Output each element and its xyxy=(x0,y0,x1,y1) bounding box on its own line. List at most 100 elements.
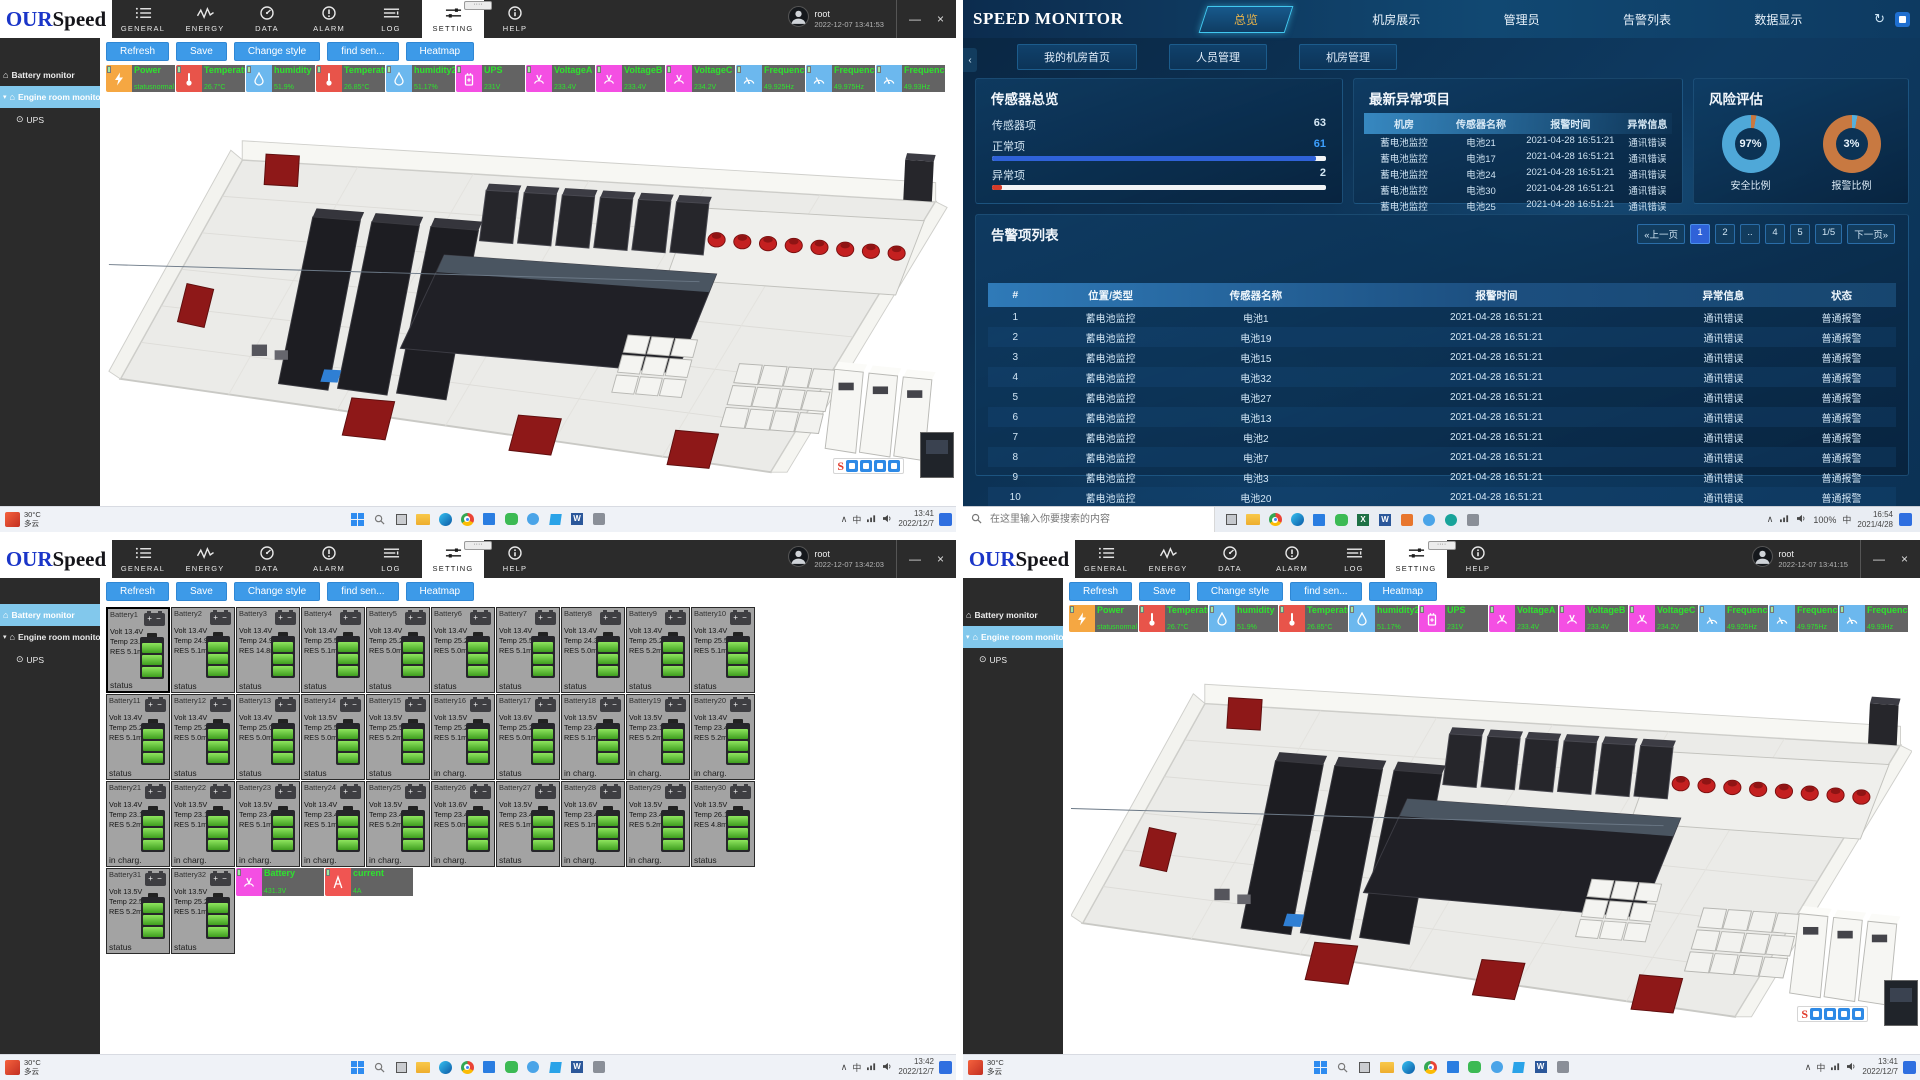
window-dock-handle[interactable]: ···· xyxy=(1427,541,1456,550)
tab-alarm[interactable]: ALARM xyxy=(298,540,360,578)
battery-tile-battery11[interactable]: Battery11 + − Volt 13.4V Temp 25.2°C RES 5.1… xyxy=(106,694,170,780)
minimize-icon[interactable]: — xyxy=(1872,552,1885,566)
sidebar-item-ups[interactable]: ⊙ UPS xyxy=(0,648,100,671)
page-button-4[interactable]: 4 xyxy=(1764,224,1785,244)
tab-help[interactable]: HELP xyxy=(484,0,546,38)
sensor-tile-frequency3[interactable]: Frequency3 49.93Hz xyxy=(1839,605,1908,632)
volume-icon[interactable] xyxy=(1846,1062,1857,1073)
tab-data[interactable]: DATA xyxy=(236,0,298,38)
chrome-icon[interactable] xyxy=(1423,1059,1439,1075)
teal-icon[interactable] xyxy=(1443,512,1459,528)
notification-icon[interactable] xyxy=(1903,1060,1916,1074)
lang-indicator[interactable]: 中 xyxy=(1842,515,1852,525)
sensor-tile-temperature[interactable]: Temperature 26.7°C xyxy=(1139,605,1208,632)
notification-icon[interactable] xyxy=(939,512,952,526)
folder-icon[interactable] xyxy=(1379,1059,1395,1075)
find-sen-button[interactable]: find sen... xyxy=(327,582,399,601)
close-icon[interactable]: × xyxy=(1900,552,1908,566)
sidebar-item-battery-monitor[interactable]: ⌂ Battery monitor xyxy=(963,604,1063,626)
refresh-button[interactable]: Refresh xyxy=(106,582,170,601)
page-button-2[interactable]: 2 xyxy=(1714,224,1735,244)
refresh-icon[interactable]: ↻ xyxy=(1874,11,1885,26)
refresh-button[interactable]: Refresh xyxy=(1069,582,1133,601)
tray-chevron-icon[interactable]: ∧ xyxy=(1766,514,1774,524)
sidebar-item-engine-room-monitor[interactable]: ▾ ⌂ Engine room monitor xyxy=(963,626,1067,648)
tab-log[interactable]: LOG xyxy=(360,540,422,578)
battery-tile-battery4[interactable]: Battery4 + − Volt 13.4V Temp 25.5°C RES 5.1m… xyxy=(301,607,365,693)
tab-data[interactable]: DATA xyxy=(236,540,298,578)
search-icon[interactable] xyxy=(371,511,387,527)
sensor-tile-voltagec[interactable]: VoltageC 234.2V xyxy=(666,65,735,92)
heatmap-button[interactable]: Heatmap xyxy=(1368,582,1438,601)
clock[interactable]: 13:42 2022/12/7 xyxy=(898,1057,934,1077)
tab-log[interactable]: LOG xyxy=(1323,540,1385,578)
battery-tile-battery29[interactable]: Battery29 + − Volt 13.5V Temp 23.4°C RES 5.2… xyxy=(626,781,690,867)
sidebar-item-engine-room-monitor[interactable]: ▾ ⌂ Engine room monitor xyxy=(0,86,104,108)
page-button-5[interactable]: 5 xyxy=(1789,224,1810,244)
nav-item-管理员[interactable]: 管理员 xyxy=(1504,11,1540,28)
heatmap-button[interactable]: Heatmap xyxy=(405,582,475,601)
battery-tile-battery7[interactable]: Battery7 + − Volt 13.4V Temp 25.5°C RES 5.1m… xyxy=(496,607,560,693)
vscode-icon[interactable] xyxy=(547,511,563,527)
battery-tile-battery22[interactable]: Battery22 + − Volt 13.5V Temp 23.1°C RES 5.1… xyxy=(171,781,235,867)
network-icon[interactable] xyxy=(1830,1062,1841,1073)
search-input[interactable] xyxy=(988,513,1206,526)
sensor-tile-voltagec[interactable]: VoltageC 234.2V xyxy=(1629,605,1698,632)
sidebar-item-engine-room-monitor[interactable]: ▾ ⌂ Engine room monitor xyxy=(0,626,104,648)
taskview-icon[interactable] xyxy=(1223,512,1239,528)
sensor-tile-ups[interactable]: UPS 231V xyxy=(1419,605,1488,632)
keyboard-icon[interactable] xyxy=(888,460,900,472)
windows-icon[interactable] xyxy=(349,511,365,527)
tab-energy[interactable]: ENERGY xyxy=(1137,540,1199,578)
window-dock-handle[interactable]: ···· xyxy=(464,1,492,10)
search-icon[interactable] xyxy=(371,1059,387,1075)
network-icon[interactable] xyxy=(1779,514,1790,525)
folder-icon[interactable] xyxy=(415,1059,431,1075)
sensor-tile-humidity2[interactable]: humidity2 51.17% xyxy=(386,65,455,92)
volume-icon[interactable] xyxy=(882,514,893,525)
change-style-button[interactable]: Change style xyxy=(233,42,321,61)
sensor-tile-voltageb[interactable]: VoltageB 233.4V xyxy=(596,65,665,92)
network-icon[interactable] xyxy=(866,1062,877,1073)
save-button[interactable]: Save xyxy=(1139,582,1190,601)
subnav-我的机房首页[interactable]: 我的机房首页 xyxy=(1017,44,1137,70)
sensor-tile-frequency2[interactable]: Frequency2 49.975Hz xyxy=(1769,605,1838,632)
edge-icon[interactable] xyxy=(437,1059,453,1075)
orange-icon[interactable] xyxy=(1399,512,1415,528)
taskview-icon[interactable] xyxy=(393,1059,409,1075)
gray-icon[interactable] xyxy=(591,511,607,527)
clock[interactable]: 16:54 2021/4/28 xyxy=(1857,510,1893,530)
tray-chevron-icon[interactable]: ∧ xyxy=(1804,1061,1812,1072)
weather-widget[interactable]: 30°C 多云 xyxy=(968,1058,1004,1076)
tab-energy[interactable]: ENERGY xyxy=(174,0,236,38)
tab-data[interactable]: DATA xyxy=(1199,540,1261,578)
tray-chevron-icon[interactable]: ∧ xyxy=(840,513,848,524)
edge-icon[interactable] xyxy=(1401,1059,1417,1075)
camera-thumbnail[interactable] xyxy=(920,432,954,478)
lang-indicator[interactable]: 中 xyxy=(1816,1062,1826,1073)
word-icon[interactable]: W xyxy=(569,511,585,527)
sensor-tile-frequency2[interactable]: Frequency2 49.975Hz xyxy=(806,65,875,92)
window-dock-handle[interactable]: ···· xyxy=(464,541,492,550)
battery-tile-battery28[interactable]: Battery28 + − Volt 13.6V Temp 23.4°C RES 5.1… xyxy=(561,781,625,867)
edge-icon[interactable] xyxy=(1289,512,1305,528)
refresh-button[interactable]: Refresh xyxy=(106,42,170,61)
notification-icon[interactable] xyxy=(939,1060,952,1074)
battery-tile-battery20[interactable]: Battery20 + − Volt 13.4V Temp 23.4°C RES 5.2… xyxy=(691,694,755,780)
input-method-toolbar[interactable]: S xyxy=(833,458,904,474)
sensor-tile-battery[interactable]: Battery 431.3V xyxy=(236,868,324,896)
collapse-panel-icon[interactable]: ‹ xyxy=(963,48,977,72)
battery-tile-battery24[interactable]: Battery24 + − Volt 13.4V Temp 23.4°C RES 5.1… xyxy=(301,781,365,867)
sensor-tile-temperature2[interactable]: Temperature2 26.85°C xyxy=(1279,605,1348,632)
tab-general[interactable]: GENERAL xyxy=(112,540,174,578)
folder-icon[interactable] xyxy=(415,511,431,527)
sensor-tile-frequency3[interactable]: Frequency3 49.93Hz xyxy=(876,65,945,92)
word-icon[interactable]: W xyxy=(1533,1059,1549,1075)
clock[interactable]: 13:41 2022/12/7 xyxy=(1862,1057,1898,1077)
page-button-下一页[interactable]: 下一页» xyxy=(1847,224,1895,244)
gray-icon[interactable] xyxy=(591,1059,607,1075)
find-sen-button[interactable]: find sen... xyxy=(1290,582,1362,601)
vscode-icon[interactable] xyxy=(1511,1059,1527,1075)
battery-tile-battery27[interactable]: Battery27 + − Volt 13.5V Temp 23.4°C RES 5.1… xyxy=(496,781,560,867)
subnav-机房管理[interactable]: 机房管理 xyxy=(1299,44,1397,70)
